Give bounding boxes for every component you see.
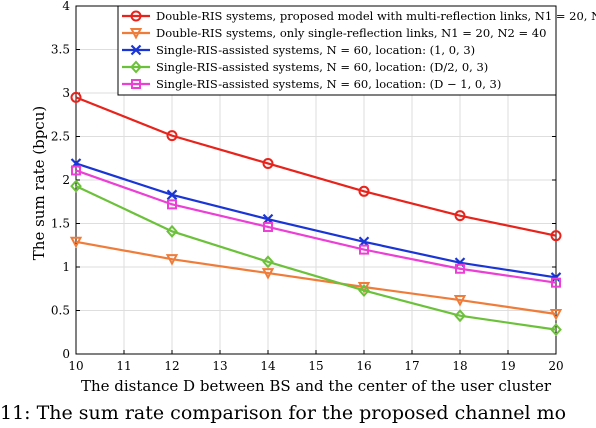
data-point (359, 244, 369, 255)
data-point (165, 254, 179, 266)
series-line (75, 240, 557, 316)
x-tick-label: 12 (164, 359, 179, 373)
y-tick-label: 2.5 (51, 130, 70, 144)
y-tick-label: 1.5 (51, 217, 70, 231)
x-tick-label: 13 (212, 359, 227, 373)
legend-label: Single-RIS-assisted systems, N = 60, loc… (156, 43, 475, 57)
legend-entry-3: Single-RIS-assisted systems, N = 60, loc… (122, 43, 475, 57)
data-point (454, 210, 466, 222)
series-line (75, 185, 557, 331)
y-tick-label: 2 (62, 173, 70, 187)
data-point (549, 308, 563, 321)
x-tick-label: 11 (116, 359, 131, 373)
series-line (75, 96, 557, 237)
legend-label: Double-RIS systems, only single-reflecti… (156, 26, 546, 40)
x-axis-label: The distance D between BS and the center… (81, 377, 552, 395)
y-tick-label: 3 (62, 86, 70, 100)
legend-entry-2: Double-RIS systems, only single-reflecti… (122, 26, 546, 40)
legend-box (117, 5, 557, 96)
y-tick-label: 1 (62, 260, 70, 274)
legend-entry-1: Double-RIS systems, proposed model with … (122, 9, 596, 23)
data-point (550, 323, 562, 337)
data-point (70, 91, 82, 103)
y-tick-label: 0.5 (51, 304, 70, 318)
legend-label: Single-RIS-assisted systems, N = 60, loc… (156, 77, 501, 91)
data-point (71, 165, 81, 176)
series-5 (71, 165, 561, 288)
legend-marker (130, 44, 142, 56)
data-point (262, 157, 274, 169)
x-tick-label: 16 (356, 359, 371, 373)
data-point (455, 263, 465, 274)
legend-marker (130, 10, 142, 22)
data-point (70, 179, 82, 193)
x-tick-label: 17 (404, 359, 419, 373)
data-point (453, 295, 467, 307)
data-point (261, 268, 275, 280)
data-point (166, 224, 178, 238)
data-point (454, 309, 466, 323)
legend-marker (131, 79, 141, 89)
data-series (69, 91, 563, 337)
legend-label: Single-RIS-assisted systems, N = 60, loc… (156, 60, 488, 74)
data-point (166, 189, 178, 201)
x-tick-label: 19 (500, 359, 515, 373)
x-tick-label: 10 (68, 359, 83, 373)
x-tick-label: 15 (308, 359, 323, 373)
x-tick-label: 18 (452, 359, 467, 373)
figure-caption: 11: The sum rate comparison for the prop… (0, 402, 567, 424)
marker-stroke (166, 189, 178, 201)
series-4 (70, 179, 562, 337)
data-point (262, 255, 274, 269)
legend-marker (130, 60, 142, 74)
data-point (166, 130, 178, 142)
legend-marker (129, 28, 143, 40)
y-tick-label: 4 (62, 0, 70, 13)
data-point (167, 199, 177, 210)
data-point (550, 230, 562, 242)
data-point (358, 185, 370, 197)
marker-stroke (130, 44, 142, 56)
data-point (551, 277, 561, 288)
series-1 (70, 91, 562, 242)
series-line (75, 169, 557, 284)
y-axis-label: The sum rate (bpcu) (30, 106, 48, 260)
legend-entry-5: Single-RIS-assisted systems, N = 60, loc… (122, 77, 501, 91)
y-tick-label: 0 (62, 347, 70, 361)
y-tick-label: 3.5 (51, 43, 70, 57)
legend-entry-4: Single-RIS-assisted systems, N = 60, loc… (122, 60, 488, 74)
legend: Double-RIS systems, proposed model with … (117, 5, 596, 96)
x-tick-label: 14 (260, 359, 276, 373)
data-point (263, 221, 273, 232)
legend-label: Double-RIS systems, proposed model with … (156, 9, 596, 23)
data-point (358, 283, 370, 297)
data-point (69, 236, 83, 249)
x-tick-label: 20 (548, 359, 563, 373)
series-line (75, 162, 557, 279)
